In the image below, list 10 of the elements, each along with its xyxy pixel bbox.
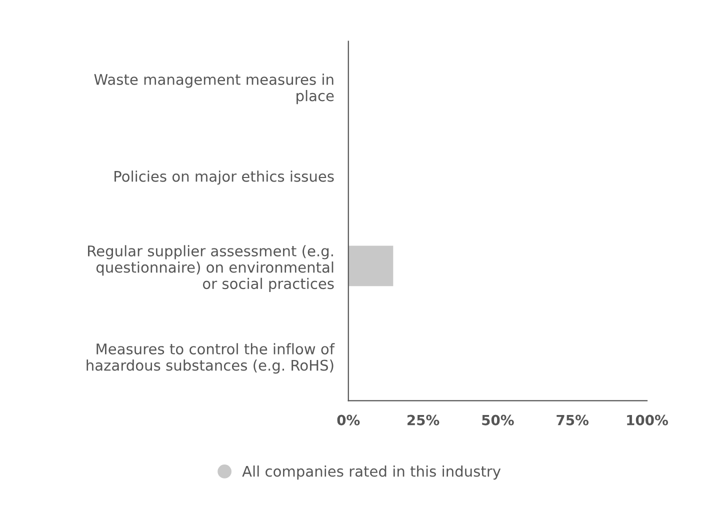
y-tick-label: Regular supplier assessment (e.g. questionnaire) on environmental or social practices <box>88 245 334 292</box>
x-tick-label: 25% <box>408 414 440 426</box>
y-tick-label: Waste management measures in place <box>94 74 334 104</box>
y-tick-label: Measures to control the inflow of hazardous substances (e.g. RoHS) <box>86 343 335 374</box>
x-tick-label: 0% <box>337 414 360 426</box>
x-tick-label: 100% <box>627 414 668 426</box>
x-tick-label: 75% <box>556 414 589 426</box>
x-tick-label: 50% <box>482 414 514 426</box>
y-tick-label: Policies on major ethics issues <box>114 170 334 185</box>
legend-label: All companies rated in this industry <box>242 466 501 480</box>
